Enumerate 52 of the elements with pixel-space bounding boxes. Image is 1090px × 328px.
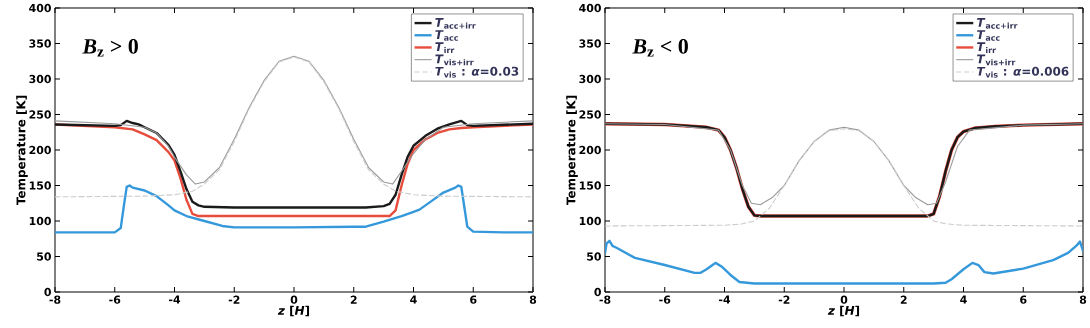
y-tick-label: 200 xyxy=(29,145,51,155)
x-tick-label: -8 xyxy=(599,295,611,304)
annotation: B$_{z}$ < 0 xyxy=(632,38,688,57)
x-tick-label: 4 xyxy=(410,295,417,304)
legend-label: T$_{vis}$ : α=0.006 xyxy=(977,66,1069,78)
y-axis-title: Temperature [K] xyxy=(16,95,28,206)
legend-label: T$_{acc+irr}$ xyxy=(435,17,476,29)
x-tick-label: -8 xyxy=(49,295,61,304)
x-tick-label: -2 xyxy=(228,295,240,304)
legend-label: T$_{irr}$ xyxy=(977,42,996,54)
x-tick-label: -2 xyxy=(778,295,790,304)
legend-label: T$_{vis+irr}$ xyxy=(977,54,1016,66)
y-tick-label: 400 xyxy=(579,3,601,13)
x-tick-label: -4 xyxy=(169,295,181,304)
x-axis-title: z [H] xyxy=(827,305,860,317)
y-tick-label: 300 xyxy=(29,74,51,84)
y-tick-label: 350 xyxy=(579,39,601,48)
legend-label: T$_{vis+irr}$ xyxy=(435,54,474,66)
y-tick-label: 250 xyxy=(29,110,51,119)
x-tick-label: -4 xyxy=(719,295,731,304)
legend-label: T$_{acc}$ xyxy=(435,30,458,41)
x-tick-label: 0 xyxy=(840,295,848,304)
x-tick-label: 8 xyxy=(529,295,537,304)
x-tick-label: -6 xyxy=(109,295,121,304)
x-tick-label: -6 xyxy=(659,295,671,304)
legend-label: T$_{irr}$ xyxy=(435,42,455,54)
legend-label: T$_{acc}$ xyxy=(977,30,1000,41)
y-tick-label: 200 xyxy=(579,145,601,155)
x-tick-label: 2 xyxy=(350,295,357,304)
x-tick-label: 4 xyxy=(960,295,967,304)
annotation: B$_{z}$ > 0 xyxy=(82,38,138,57)
x-tick-label: 0 xyxy=(290,295,298,304)
y-tick-label: 350 xyxy=(29,39,51,48)
y-tick-label: 100 xyxy=(29,216,51,226)
y-tick-label: 0 xyxy=(44,287,51,297)
y-axis-title: Temperature [K] xyxy=(566,95,578,206)
legend-label: T$_{acc+irr}$ xyxy=(977,17,1018,29)
x-tick-label: 6 xyxy=(1020,295,1027,304)
y-tick-label: 0 xyxy=(594,287,601,297)
legend-label: T$_{vis}$ : α=0.03 xyxy=(435,66,519,78)
x-tick-label: 6 xyxy=(470,295,477,304)
x-tick-label: 2 xyxy=(900,295,907,304)
y-tick-label: 150 xyxy=(579,181,601,190)
y-tick-label: 50 xyxy=(587,252,601,261)
x-tick-label: 8 xyxy=(1079,295,1087,304)
y-tick-label: 400 xyxy=(29,3,51,13)
y-tick-label: 50 xyxy=(37,252,51,261)
y-tick-label: 250 xyxy=(579,110,601,119)
y-tick-label: 100 xyxy=(579,216,601,226)
y-tick-label: 150 xyxy=(29,181,51,190)
y-tick-label: 300 xyxy=(579,74,601,84)
x-axis-title: z [H] xyxy=(277,305,310,317)
